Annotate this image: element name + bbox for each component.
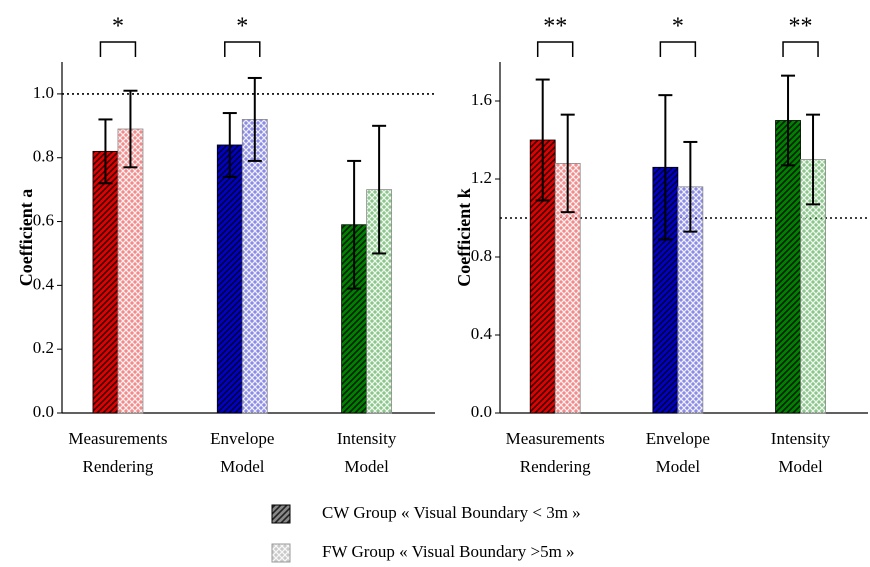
x-tick-label: Rendering [520, 457, 591, 476]
y-axis-label: Coefficient a [16, 189, 36, 286]
x-tick-label: Measurements [506, 429, 605, 448]
significance-label: * [112, 14, 124, 40]
legend-label: FW Group « Visual Boundary >5m » [322, 542, 575, 561]
significance-label: * [236, 14, 248, 40]
x-tick-label: Intensity [337, 429, 397, 448]
y-tick-label: 0.4 [471, 324, 493, 343]
significance-bracket [782, 41, 819, 57]
y-tick-label: 1.2 [471, 168, 492, 187]
y-tick-label: 0.0 [471, 402, 492, 421]
significance-bracket [659, 41, 697, 57]
y-axis-label: Coefficient k [454, 188, 474, 286]
legend-label: CW Group « Visual Boundary < 3m » [322, 503, 581, 522]
x-tick-label: Rendering [83, 457, 154, 476]
x-tick-label: Model [656, 457, 701, 476]
y-tick-label: 0.6 [33, 210, 54, 229]
y-tick-label: 0.8 [471, 246, 492, 265]
x-tick-label: Model [344, 457, 389, 476]
y-tick-label: 0.4 [33, 274, 55, 293]
x-tick-label: Envelope [210, 429, 274, 448]
y-tick-label: 0.8 [33, 147, 54, 166]
y-tick-label: 0.2 [33, 338, 54, 357]
x-tick-label: Envelope [646, 429, 710, 448]
bar [241, 119, 268, 414]
significance-bracket [536, 41, 574, 57]
bar [216, 144, 243, 414]
legend-swatch [271, 504, 291, 524]
x-tick-label: Measurements [68, 429, 167, 448]
y-tick-label: 1.0 [33, 83, 54, 102]
x-tick-label: Model [778, 457, 823, 476]
x-tick-label: Model [220, 457, 265, 476]
x-tick-label: Intensity [771, 429, 831, 448]
significance-bracket [99, 41, 137, 57]
significance-label: ** [543, 14, 567, 40]
bar [92, 150, 119, 414]
significance-label: * [672, 14, 684, 40]
bar [775, 120, 801, 414]
legend-swatch [271, 543, 291, 563]
significance-bracket [224, 41, 261, 57]
y-tick-label: 1.6 [471, 90, 492, 109]
significance-label: ** [789, 14, 813, 40]
y-tick-label: 0.0 [33, 402, 54, 421]
bar [117, 128, 144, 414]
